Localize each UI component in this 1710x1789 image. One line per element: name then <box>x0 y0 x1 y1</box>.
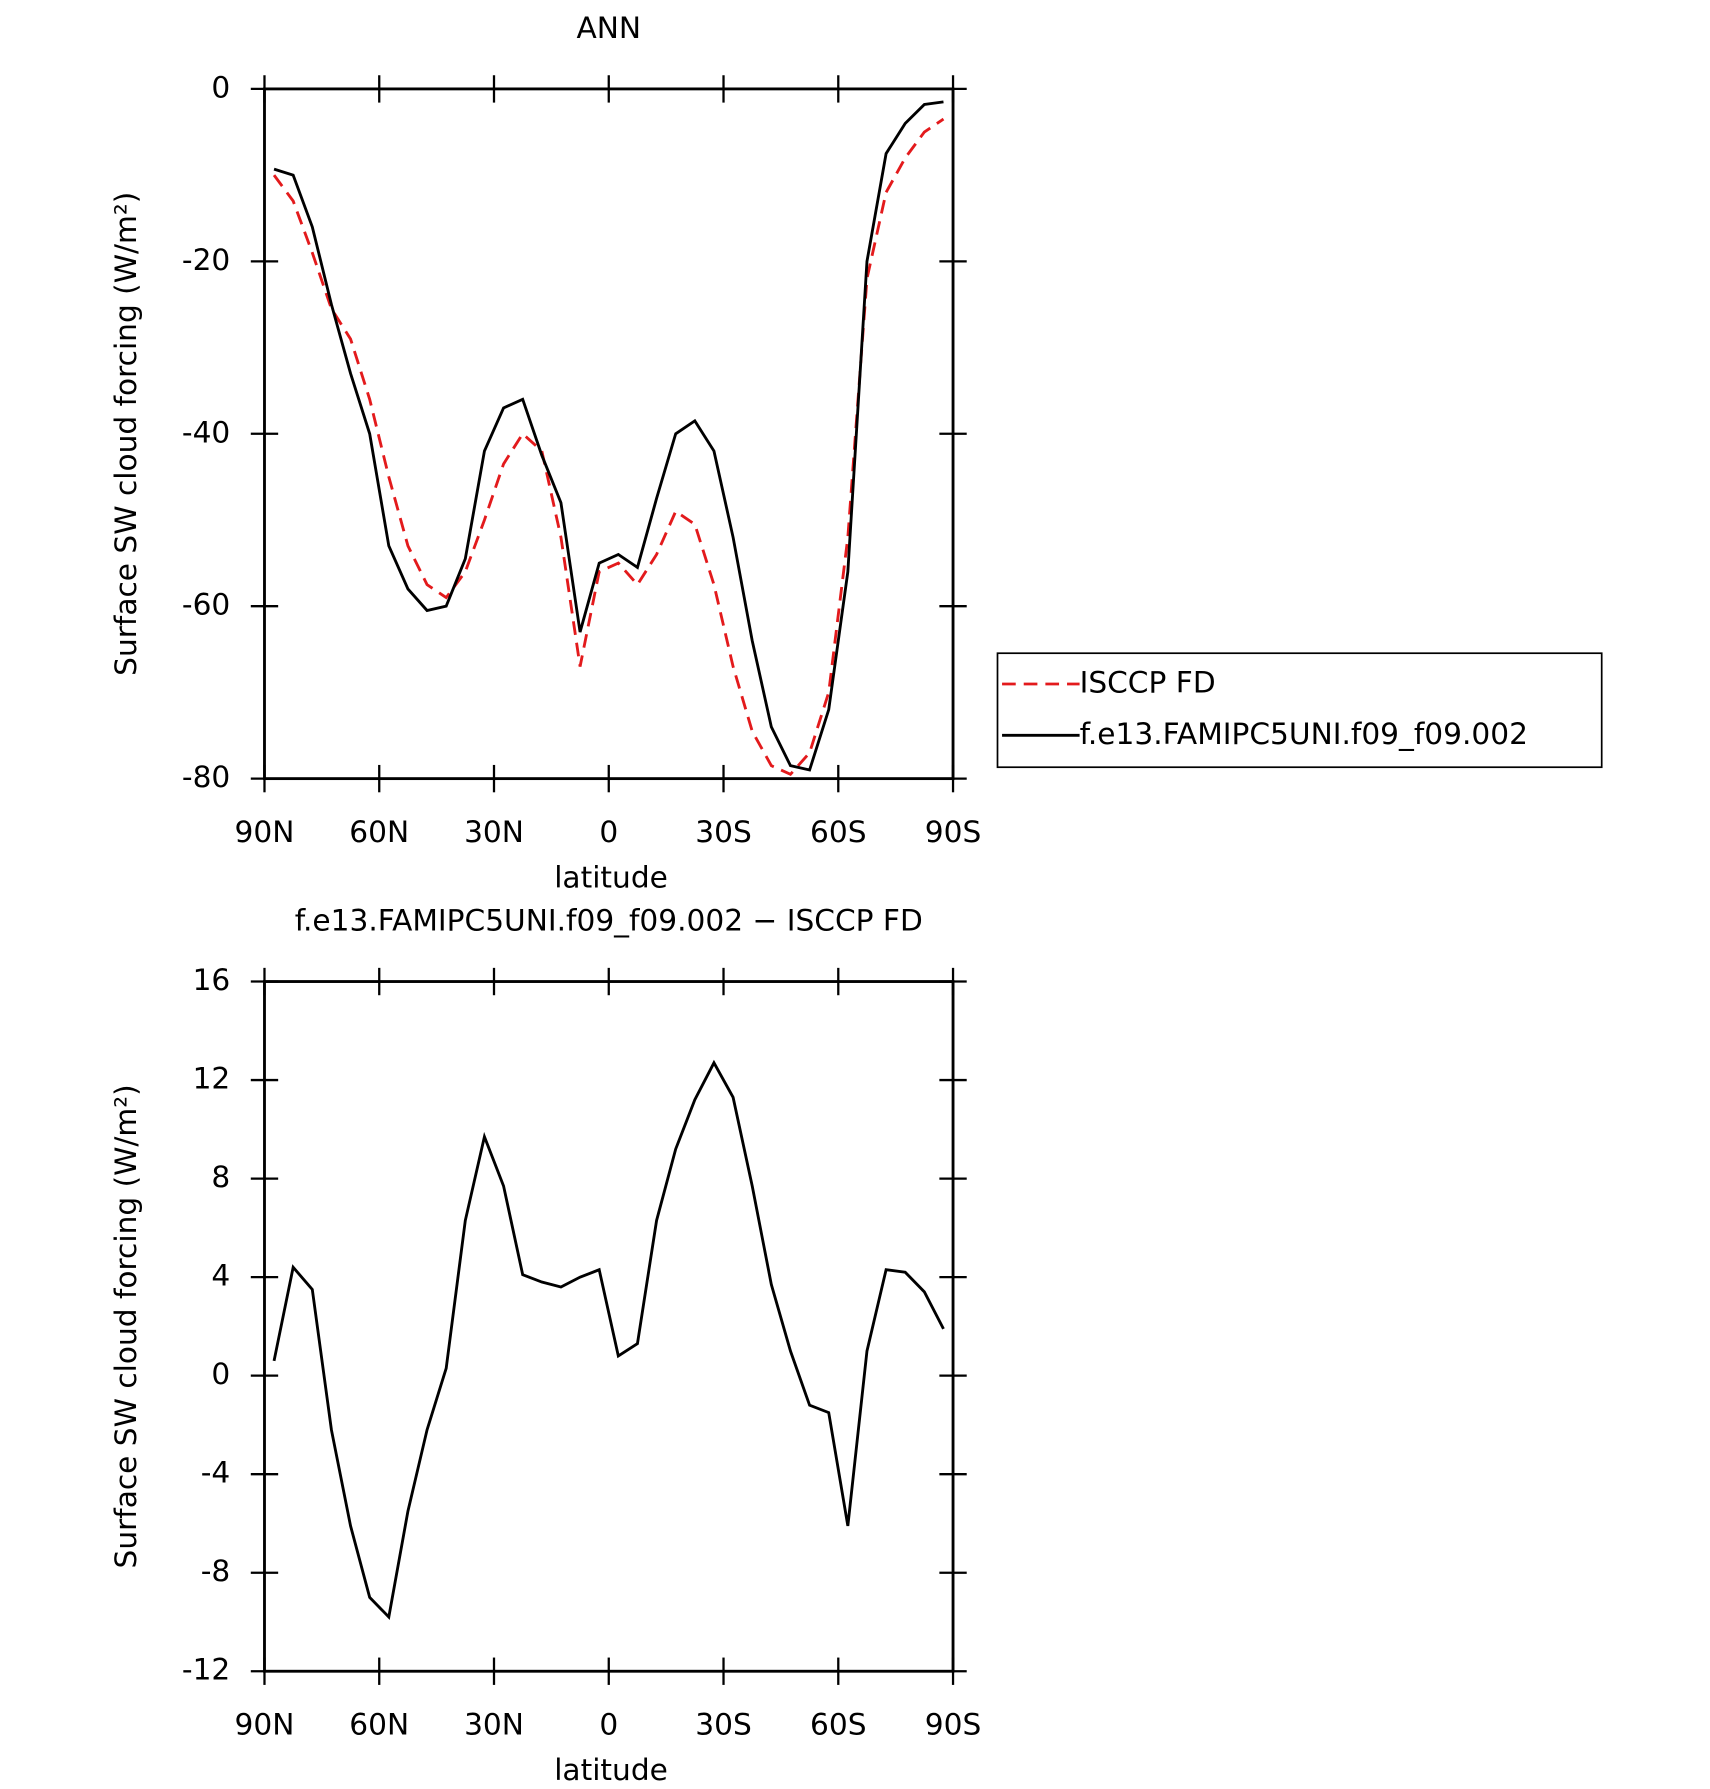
x-tick-label: 30S <box>695 814 752 849</box>
y-axis-label: Surface SW cloud forcing (W/m²) <box>108 1084 143 1568</box>
x-tick-label: 90S <box>925 814 982 849</box>
data-line <box>273 100 944 772</box>
y-tick-label: -40 <box>182 414 230 449</box>
y-tick-label: -4 <box>201 1455 231 1490</box>
y-tick-label: 16 <box>193 962 231 997</box>
y-tick-label: -80 <box>182 759 230 794</box>
x-tick-label: 30N <box>464 814 524 849</box>
x-axis-label: latitude <box>554 1752 668 1787</box>
x-tick-label: 60S <box>810 1706 867 1741</box>
x-axis-label: latitude <box>554 859 668 894</box>
x-tick-label: 30N <box>464 1706 524 1741</box>
x-tick-label: 60N <box>349 1706 409 1741</box>
y-tick-label: 12 <box>193 1061 231 1096</box>
legend-label: ISCCP FD <box>1080 664 1216 699</box>
x-tick-label: 60N <box>349 814 409 849</box>
y-tick-label: 4 <box>211 1258 230 1293</box>
y-tick-label: 8 <box>211 1159 230 1194</box>
x-tick-label: 90S <box>925 1706 982 1741</box>
x-tick-label: 60S <box>810 814 867 849</box>
y-tick-label: -20 <box>182 242 230 277</box>
x-tick-label: 90N <box>235 814 295 849</box>
y-tick-label: 0 <box>211 69 230 104</box>
legend-label: f.e13.FAMIPC5UNI.f09_f09.002 <box>1080 716 1528 751</box>
y-tick-label: 0 <box>211 1356 230 1391</box>
plot-frame <box>263 87 955 781</box>
x-tick-label: 30S <box>695 1706 752 1741</box>
data-line <box>272 1059 945 1621</box>
x-tick-label: 0 <box>599 1706 618 1741</box>
x-tick-label: 90N <box>235 1706 295 1741</box>
legend-box <box>996 652 1603 769</box>
data-line <box>272 117 945 777</box>
y-axis-label: Surface SW cloud forcing (W/m²) <box>108 192 143 676</box>
chart-title: ANN <box>576 10 641 45</box>
y-tick-label: -12 <box>182 1652 230 1687</box>
y-tick-label: -8 <box>201 1553 231 1588</box>
chart-title: f.e13.FAMIPC5UNI.f09_f09.002 − ISCCP FD <box>295 903 923 938</box>
x-tick-label: 0 <box>599 814 618 849</box>
y-tick-label: -60 <box>182 587 230 622</box>
plot-frame <box>263 980 955 1673</box>
